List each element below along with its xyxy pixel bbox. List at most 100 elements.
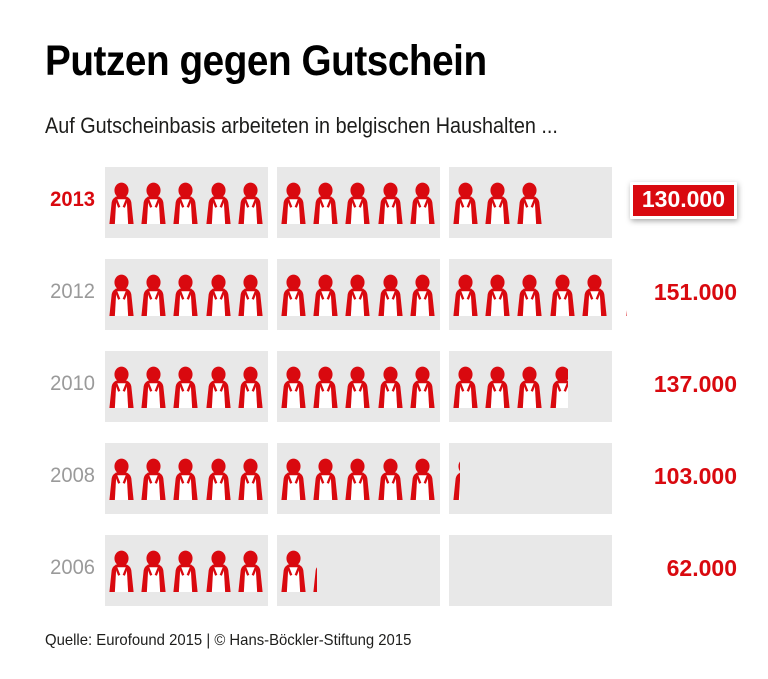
worker-icon <box>205 366 231 409</box>
worker-icon <box>238 458 263 501</box>
worker-icon-wrap <box>311 458 343 501</box>
year-label: 2013 <box>50 187 95 211</box>
worker-icon <box>141 182 166 225</box>
pictogram-track <box>105 443 612 515</box>
worker-icon-wrap <box>515 182 547 225</box>
worker-icon <box>281 182 306 225</box>
worker-icon-partial <box>451 458 460 501</box>
worker-icon <box>313 366 338 409</box>
worker-icon-wrap <box>515 274 547 317</box>
worker-icon-wrap <box>107 274 139 317</box>
pictogram-block <box>105 167 268 239</box>
worker-icon-wrap <box>107 550 139 593</box>
year-label: 2008 <box>50 463 95 487</box>
worker-icon-wrap <box>311 182 343 225</box>
worker-icon-wrap <box>171 458 203 501</box>
worker-icon <box>485 366 510 409</box>
worker-icon <box>173 458 198 501</box>
subtitle: Auf Gutscheinbasis arbeiteten in belgisc… <box>45 113 558 138</box>
worker-icon-wrap <box>311 366 343 409</box>
worker-icon-wrap <box>408 274 440 317</box>
year-label: 2006 <box>50 555 95 579</box>
worker-icon <box>205 458 231 501</box>
worker-icon <box>517 274 542 317</box>
worker-icon-wrap <box>279 550 311 593</box>
worker-icon <box>377 182 403 225</box>
value-label: 103.000 <box>653 463 737 490</box>
worker-icon-wrap <box>580 274 612 317</box>
chart-row: 2006 62.000 <box>45 535 737 607</box>
pictogram-block-overflow <box>621 259 627 330</box>
worker-icon-partial <box>548 366 568 409</box>
value-column: 151.000 <box>627 279 737 306</box>
worker-icon-wrap <box>107 366 139 409</box>
worker-icon <box>109 550 134 593</box>
worker-icon <box>517 366 542 409</box>
worker-icon <box>109 182 134 225</box>
worker-icon <box>141 366 166 409</box>
worker-icon-wrap <box>376 182 408 225</box>
worker-icon <box>205 274 231 317</box>
value-label: 62.000 <box>666 555 737 582</box>
pictogram-block <box>449 351 612 423</box>
worker-icon-wrap <box>376 274 408 317</box>
worker-icon <box>626 311 627 317</box>
worker-icon <box>313 458 338 501</box>
page-title: Putzen gegen Gutschein <box>45 37 487 85</box>
worker-icon <box>377 366 403 409</box>
pictogram-chart: 2013 130.000 2012 151.000 2010 137.000 2… <box>45 167 737 607</box>
worker-icon <box>345 366 370 409</box>
worker-icon-wrap <box>236 366 268 409</box>
worker-icon <box>517 182 542 225</box>
value-column: 130.000 <box>612 182 737 220</box>
pictogram-block <box>449 167 612 239</box>
worker-icon <box>313 182 338 225</box>
worker-icon-wrap <box>204 182 236 225</box>
worker-icon-wrap <box>236 274 268 317</box>
worker-icon-wrap <box>376 458 408 501</box>
worker-icon-wrap <box>171 366 203 409</box>
worker-icon <box>173 274 198 317</box>
worker-icon-wrap <box>483 366 515 409</box>
pictogram-block <box>277 535 440 607</box>
worker-icon-wrap <box>204 458 236 501</box>
worker-icon <box>313 567 317 593</box>
worker-icon-wrap <box>343 182 375 225</box>
worker-icon <box>582 274 607 317</box>
pictogram-block <box>449 259 612 331</box>
worker-icon <box>549 274 575 317</box>
pictogram-block <box>105 259 268 331</box>
pictogram-track <box>105 259 627 331</box>
worker-icon-wrap <box>171 550 203 593</box>
worker-icon-partial <box>311 550 317 593</box>
worker-icon-wrap <box>343 366 375 409</box>
worker-icon-wrap <box>376 366 408 409</box>
worker-icon <box>377 274 403 317</box>
worker-icon <box>345 458 370 501</box>
worker-icon <box>141 274 166 317</box>
worker-icon-wrap <box>204 550 236 593</box>
worker-icon-wrap <box>107 458 139 501</box>
worker-icon-wrap <box>139 458 171 501</box>
worker-icon <box>281 366 306 409</box>
pictogram-track <box>105 351 612 423</box>
pictogram-block <box>277 351 440 423</box>
worker-icon <box>238 366 263 409</box>
worker-icon <box>410 458 435 501</box>
worker-icon <box>281 274 306 317</box>
pictogram-block <box>277 443 440 515</box>
worker-icon-wrap <box>107 182 139 225</box>
pictogram-block <box>105 535 268 607</box>
worker-icon-wrap <box>343 458 375 501</box>
worker-icon <box>410 366 435 409</box>
worker-icon-wrap <box>236 550 268 593</box>
worker-icon-wrap <box>515 366 547 409</box>
value-column: 137.000 <box>612 371 737 398</box>
worker-icon-partial <box>624 274 627 317</box>
worker-icon <box>205 182 231 225</box>
worker-icon <box>485 274 510 317</box>
pictogram-track <box>105 167 612 239</box>
worker-icon <box>410 274 435 317</box>
pictogram-block <box>105 443 268 515</box>
